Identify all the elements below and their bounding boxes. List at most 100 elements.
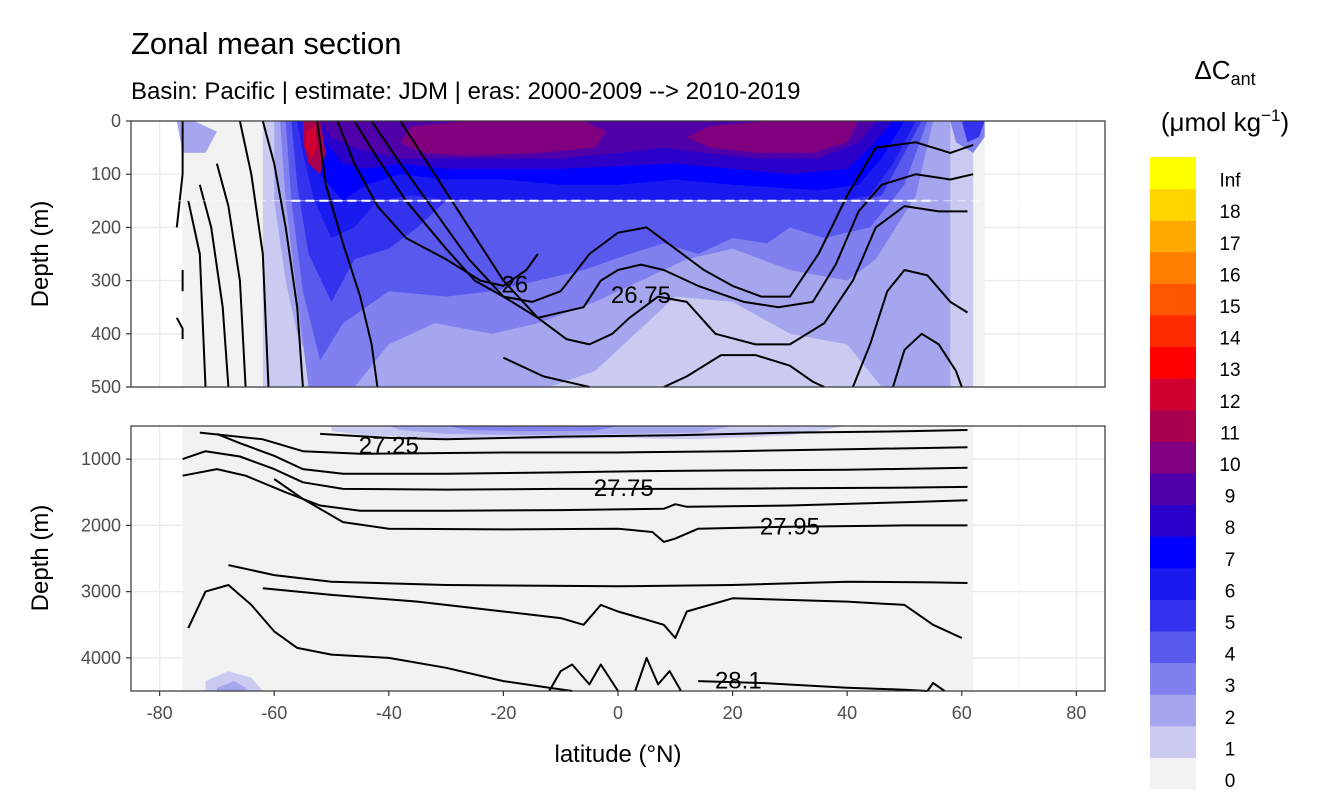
legend-level-label: 17 — [1219, 234, 1240, 255]
legend-level-label: 14 — [1219, 329, 1241, 350]
legend-color-key — [1150, 725, 1196, 758]
contour-label: 27.25 — [359, 433, 419, 460]
isopycnal-line — [175, 121, 184, 228]
y-tick-label: 3000 — [81, 582, 121, 602]
isopycnal-line — [926, 682, 946, 692]
legend-color-key — [1150, 188, 1196, 221]
legend-title: ΔCant — [1194, 55, 1255, 89]
legend-level-label: 1 — [1225, 739, 1236, 760]
legend-level-label: 16 — [1219, 265, 1240, 286]
legend: ΔCant (μmol kg−1) 0123456789101112131415… — [1150, 55, 1289, 792]
legend-level-label: 2 — [1225, 708, 1236, 729]
delta-cant-region — [205, 671, 263, 691]
legend-level-label: 3 — [1225, 676, 1236, 697]
isopycnal-line — [215, 163, 247, 388]
chart-subtitle: Basin: Pacific | estimate: JDM | eras: 2… — [131, 78, 800, 105]
legend-unit: (μmol kg−1) — [1161, 106, 1289, 137]
isopycnal-line — [199, 431, 968, 455]
legend-color-key — [1150, 473, 1196, 506]
isopycnal-line — [502, 356, 590, 388]
legend-title-main: ΔC — [1194, 55, 1230, 85]
legend-color-key — [1150, 220, 1196, 253]
delta-cant-region — [216, 681, 246, 691]
bottom-panel: 1000 2000 3000 4000 Depth (m) — [27, 425, 1106, 692]
legend-unit-superscript: −1 — [1261, 106, 1280, 125]
contour-label: 26.75 — [611, 282, 671, 309]
top-panel-border — [130, 120, 1106, 388]
delta-cant-region — [446, 426, 618, 432]
delta-cant-region — [182, 426, 974, 691]
isopycnal-line — [261, 120, 304, 388]
legend-unit-suffix: ) — [1280, 107, 1289, 137]
legend-color-key — [1150, 283, 1196, 316]
isopycnal-line — [353, 120, 974, 303]
isopycnal-line — [698, 680, 928, 692]
legend-color-key — [1150, 504, 1196, 537]
isopycnal-line — [198, 184, 230, 388]
delta-cant-region — [686, 121, 859, 153]
isopycnal-line — [316, 120, 379, 388]
legend-color-key — [1150, 346, 1196, 379]
legend-color-key — [1150, 315, 1196, 348]
top-panel-isopycnals — [175, 120, 974, 388]
legend-color-key — [1150, 409, 1196, 442]
contour-label: 28.1 — [715, 668, 762, 695]
isopycnal-line — [548, 663, 619, 692]
legend-color-key — [1150, 662, 1196, 695]
delta-cant-region — [961, 121, 985, 143]
legend-level-label: 5 — [1225, 613, 1236, 634]
isopycnal-line — [851, 269, 969, 388]
y-tick-label: 400 — [91, 324, 121, 344]
isopycnal-line — [228, 564, 968, 588]
isopycnal-line — [336, 120, 539, 287]
legend-color-key — [1150, 441, 1196, 474]
legend-level-label: 18 — [1219, 202, 1240, 223]
legend-color-key — [1150, 378, 1196, 411]
legend-color-key — [1150, 694, 1196, 727]
bottom-panel-isopycnals — [182, 429, 968, 692]
legend-color-key — [1150, 157, 1196, 190]
isopycnal-line — [273, 478, 968, 543]
y-tick-label: 200 — [91, 217, 121, 237]
isopycnal-line — [262, 587, 963, 639]
legend-level-label: 7 — [1225, 550, 1236, 571]
isopycnal-line — [175, 317, 184, 340]
y-tick-label: 500 — [91, 377, 121, 397]
isopycnal-line — [370, 120, 974, 319]
y-tick-label: 1000 — [81, 449, 121, 469]
y-tick-label: 0 — [111, 111, 121, 131]
chart-title: Zonal mean section — [131, 26, 402, 61]
isopycnal-line — [187, 200, 207, 388]
legend-color-key — [1150, 631, 1196, 664]
x-tick-label: -60 — [261, 703, 287, 723]
contour-label: 26 — [502, 271, 529, 298]
legend-level-label: 6 — [1225, 581, 1236, 602]
x-axis: -80 -60 -40 -20 0 20 40 60 80 — [147, 691, 1086, 723]
x-tick-label: 0 — [613, 703, 623, 723]
legend-level-label: 10 — [1219, 455, 1240, 476]
y-tick-label: 100 — [91, 164, 121, 184]
x-tick-label: -20 — [490, 703, 516, 723]
x-tick-label: 40 — [837, 703, 857, 723]
legend-color-key — [1150, 536, 1196, 569]
legend-level-label: 11 — [1220, 423, 1240, 444]
isopycnal-line — [182, 468, 968, 512]
isopycnal-line — [182, 450, 968, 491]
x-tick-label: 60 — [952, 703, 972, 723]
isopycnal-line — [238, 120, 270, 388]
legend-level-label: 12 — [1219, 392, 1240, 413]
bottom-y-axis-title: Depth (m) — [27, 505, 54, 612]
isopycnal-line — [187, 584, 573, 692]
isopycnal-line — [399, 120, 968, 346]
x-axis-title: latitude (°N) — [555, 741, 682, 768]
y-tick-label: 2000 — [81, 515, 121, 535]
legend-level-label: 15 — [1219, 297, 1240, 318]
x-tick-label: -80 — [147, 703, 173, 723]
contour-label: 27.75 — [594, 475, 654, 502]
legend-unit-prefix: (μmol kg — [1161, 107, 1261, 137]
legend-color-key — [1150, 757, 1196, 790]
legend-level-label: 8 — [1225, 518, 1236, 539]
legend-color-key — [1150, 567, 1196, 600]
contour-labels: 26 26.75 27.25 27.75 27.95 28.1 — [359, 271, 820, 694]
